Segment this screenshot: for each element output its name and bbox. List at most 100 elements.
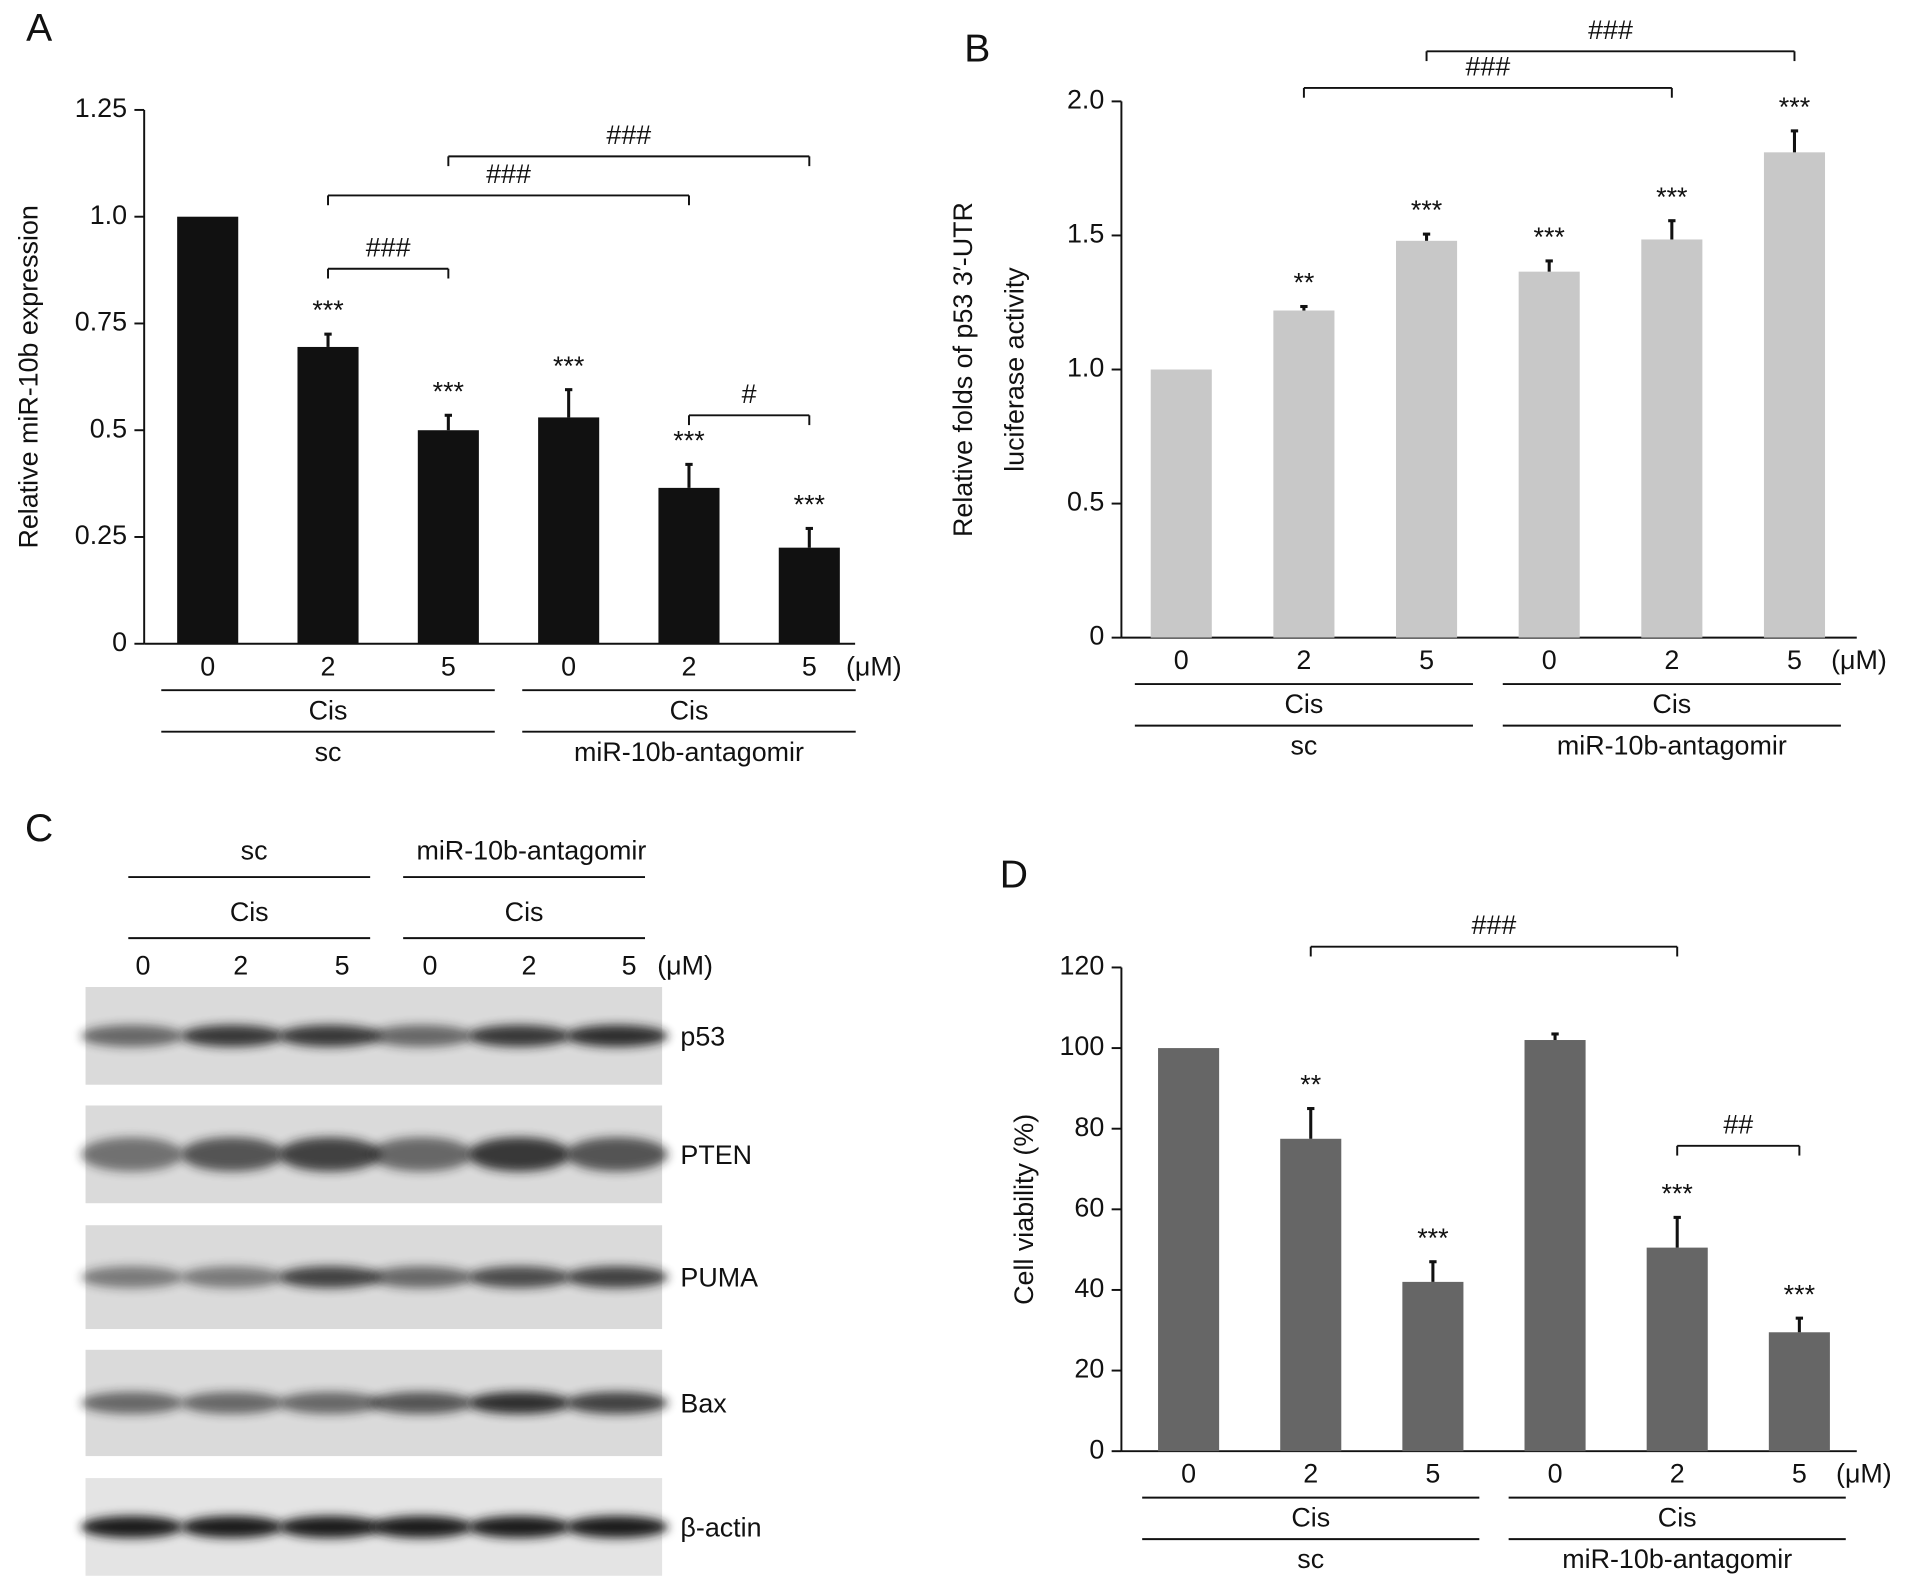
blot-band [80,1391,184,1414]
dose-label: 5 [622,951,637,981]
y-tick-label: 0 [112,627,127,657]
x-tick-label: 0 [200,651,215,681]
error-bar [1429,1260,1437,1282]
x-tick-label: 0 [561,651,576,681]
blot-band [80,1137,184,1172]
x-unit: (μM) [1831,645,1887,675]
significance: *** [1411,195,1443,225]
significance: ** [1293,268,1314,298]
bar [658,487,720,644]
dose-label: 2 [521,951,536,981]
y-tick-label: 100 [1059,1031,1104,1061]
dose-label: 5 [335,951,350,981]
group-name: miR-10b-antagomir [416,836,646,866]
blot-band [565,1024,669,1047]
x-tick-label: 5 [802,651,817,681]
bar [1396,240,1458,638]
x-unit: (μM) [1836,1459,1892,1489]
blot-band [180,1266,284,1289]
blot-band [370,1391,473,1414]
y-tick-label: 2.0 [1067,84,1104,114]
group-name: sc [241,836,268,866]
panel-label: B [964,28,990,71]
x-tick-label: 5 [441,651,456,681]
dose-label: 0 [423,951,438,981]
y-axis-title: Relative miR-10b expression [14,205,44,548]
error-bar [685,462,693,488]
blot-band [467,1137,571,1172]
protein-label: β-actin [680,1512,761,1542]
blot-band [370,1266,473,1289]
y-tick-label: 0.25 [75,520,127,550]
panel-label: C [25,807,53,850]
error-bar [1790,129,1799,153]
y-axis-title: Cell viability (%) [1009,1114,1039,1305]
x-tick-label: 5 [1419,645,1434,675]
bar [1646,1247,1708,1452]
x-tick-label: 0 [1174,645,1189,675]
blot-band [278,1137,382,1172]
x-unit: (μM) [846,651,902,681]
bar [1763,152,1826,638]
error-bar [444,413,453,431]
group-name: sc [315,737,342,767]
significance: *** [1534,222,1566,252]
blot-band [565,1515,669,1538]
group-name: miR-10b-antagomir [574,737,804,767]
bar [538,417,600,644]
x-tick-label: 0 [1542,645,1557,675]
bracket-label: ### [1465,51,1510,81]
y-tick-label: 1.25 [75,93,127,123]
protein-label: Bax [680,1388,727,1418]
x-tick-label: 5 [1787,645,1802,675]
bracket-label: ### [486,159,531,189]
group-name: miR-10b-antagomir [1562,1544,1792,1574]
protein-label: PUMA [680,1263,758,1293]
significance: *** [1417,1223,1449,1253]
error-bar [1673,1215,1681,1248]
y-axis-title: Relative folds of p53 3′-UTR [948,202,978,537]
significance: *** [794,490,826,520]
y-tick-label: 0.75 [75,307,127,337]
blot-band [370,1515,473,1538]
protein-label: p53 [680,1021,725,1051]
group-name: sc [1297,1544,1324,1574]
blot-band [565,1391,669,1414]
bracket-label: # [742,379,757,409]
y-tick-label: 20 [1074,1354,1104,1384]
y-tick-label: 1.0 [90,200,127,230]
x-tick-label: 2 [1664,645,1679,675]
y-tick-label: 80 [1074,1112,1104,1142]
error-bar [1545,259,1553,272]
blot-band [80,1515,184,1538]
bar [778,547,840,644]
blot-band [467,1391,571,1414]
blot-band [370,1137,473,1172]
x-tick-label: 5 [1425,1459,1440,1489]
bar [1402,1281,1464,1452]
blot-band [180,1137,284,1172]
x-tick-label: 2 [682,651,697,681]
group-treatment: Cis [505,897,544,927]
blot-band [278,1266,382,1289]
y-tick-label: 1.5 [1067,219,1104,249]
x-tick-label: 2 [1670,1459,1685,1489]
group-name: miR-10b-antagomir [1557,731,1787,761]
bar [1518,271,1580,638]
x-tick-label: 0 [1548,1459,1563,1489]
y-tick-label: 40 [1074,1273,1104,1303]
group-treatment: Cis [230,897,269,927]
error-bar [1307,1107,1315,1139]
x-tick-label: 2 [321,651,336,681]
blot-band [180,1515,284,1538]
bar [1768,1332,1830,1452]
bar [1158,1048,1220,1452]
significance: *** [1656,182,1688,212]
blot-band [565,1266,669,1289]
dose-label: 2 [233,951,248,981]
x-tick-label: 5 [1792,1459,1807,1489]
bar [417,430,479,644]
significance: *** [312,295,344,325]
panel-label: D [1000,853,1028,896]
